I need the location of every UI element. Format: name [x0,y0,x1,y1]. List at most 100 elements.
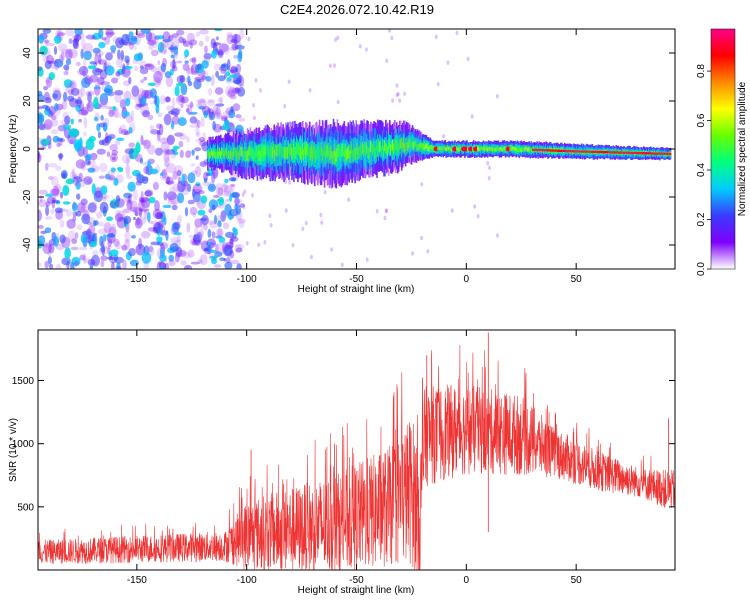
noise-blob [43,86,48,91]
noise-blob [150,65,157,73]
noise-blob [234,45,245,50]
spectrogram-y-tick-label: -20 [22,189,33,204]
noise-blob [141,252,152,264]
noise-blob [67,95,75,102]
noise-blob [211,171,216,184]
noise-blob [53,35,62,44]
spectrogram-x-ticks: -150 -100 -50 0 50 [127,29,582,285]
noise-blob [189,206,198,216]
noise-blob [189,58,196,63]
noise-blob [70,246,79,251]
noise-blob [190,163,196,167]
noise-blob [169,242,179,252]
noise-blob [186,32,196,43]
noise-blob [147,227,157,232]
noise-blob [194,225,199,237]
noise-blob [167,195,173,203]
band-cell [428,142,431,151]
noise-blob [105,135,113,141]
band-cell [519,147,522,151]
noise-blob [141,230,151,239]
noise-blob [231,191,241,199]
noise-blob [213,214,218,225]
band-cell [300,147,302,160]
noise-blob [390,35,394,41]
noise-blob [215,227,224,238]
noise-blob [50,114,58,121]
noise-blob [225,231,234,238]
band-peak [667,152,670,155]
band-cell [290,143,292,156]
band-peak [591,150,594,153]
band-cell [336,148,339,162]
noise-blob [241,192,245,197]
noise-blob [269,223,273,228]
noise-blob [86,228,92,240]
noise-blob [196,99,206,104]
band-peak [611,151,613,154]
band-cell [521,148,524,152]
noise-blob [133,53,142,62]
noise-blob [171,200,176,205]
noise-blob [195,119,199,126]
snr-y-label: SNR (10 * v/v) [8,418,19,482]
spectrogram-x-tick-label: 0 [464,274,470,285]
noise-blob [114,92,122,103]
band-peak [543,149,545,152]
band-peak [625,151,627,154]
noise-blob [71,202,78,212]
noise-blob [116,70,120,81]
band-cell [328,149,331,163]
spectrogram-y-tick-label: 0 [22,146,33,152]
noise-blob [63,71,69,76]
noise-blob [147,160,151,168]
noise-blob [237,52,243,63]
band-cell [306,141,308,155]
noise-blob [145,31,153,42]
band-cell [274,149,276,161]
noise-blob [237,87,246,97]
noise-blob [109,201,117,209]
band-cell [371,142,373,166]
noise-blob [131,85,140,97]
noise-blob [212,105,219,115]
colorbar-label: Normalized spectral amplitude [737,81,748,216]
band-cell [396,141,399,152]
noise-blob [38,93,45,102]
noise-blob [133,216,136,221]
band-cell [491,147,494,152]
band-peak [661,152,664,155]
noise-blob [188,111,198,115]
noise-blob [176,29,185,36]
noise-blob [45,162,49,171]
noise-blob [253,115,256,121]
noise-blob [106,232,116,244]
noise-blob [43,119,53,130]
noise-blob [209,221,219,229]
noise-blob [103,63,110,70]
noise-blob [222,190,232,197]
band-cell [342,143,345,157]
noise-blob [231,87,242,94]
noise-blob [104,132,109,144]
noise-blob [185,150,192,158]
band-cell [283,146,285,158]
band-peak [593,150,596,154]
noise-blob [94,220,99,226]
band-cell [493,147,496,151]
noise-blob [207,99,215,103]
noise-blob [125,114,133,124]
noise-blob [179,74,186,83]
noise-blob [78,66,89,76]
band-cell [246,150,249,161]
band-cell [207,149,209,157]
band-peak [533,148,535,151]
noise-blob [446,60,450,65]
noise-blob [138,196,145,203]
noise-blob [141,199,147,204]
noise-blob [54,103,59,112]
noise-blob [70,87,80,96]
noise-blob [103,88,112,93]
noise-blob [134,151,140,162]
noise-blob [73,139,83,150]
